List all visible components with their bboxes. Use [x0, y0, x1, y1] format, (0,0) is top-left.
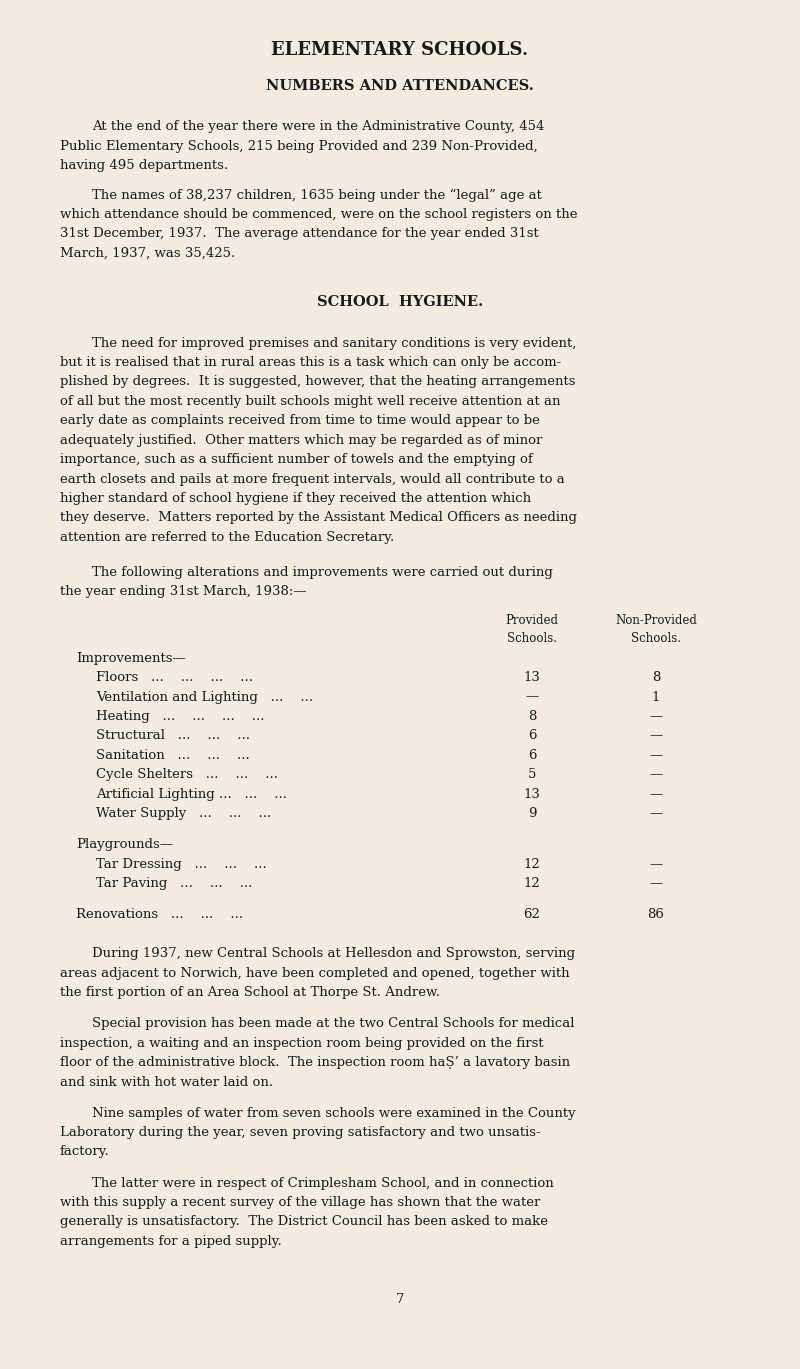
Text: and sink with hot water laid on.: and sink with hot water laid on.: [60, 1076, 273, 1088]
Text: which attendance should be commenced, were on the school registers on the: which attendance should be commenced, we…: [60, 208, 578, 220]
Text: Water Supply   ...    ...    ...: Water Supply ... ... ...: [96, 808, 271, 820]
Text: arrangements for a piped supply.: arrangements for a piped supply.: [60, 1235, 282, 1249]
Text: Artificial Lighting ...   ...    ...: Artificial Lighting ... ... ...: [96, 787, 287, 801]
Text: —: —: [650, 878, 662, 890]
Text: factory.: factory.: [60, 1146, 110, 1158]
Text: of all but the most recently built schools might well receive attention at an: of all but the most recently built schoo…: [60, 394, 561, 408]
Text: 86: 86: [647, 908, 665, 921]
Text: areas adjacent to Norwich, have been completed and opened, together with: areas adjacent to Norwich, have been com…: [60, 967, 570, 980]
Text: Floors   ...    ...    ...    ...: Floors ... ... ... ...: [96, 671, 253, 684]
Text: The need for improved premises and sanitary conditions is very evident,: The need for improved premises and sanit…: [92, 337, 576, 349]
Text: plished by degrees.  It is suggested, however, that the heating arrangements: plished by degrees. It is suggested, how…: [60, 375, 575, 389]
Text: Nine samples of water from seven schools were examined in the County: Nine samples of water from seven schools…: [92, 1106, 576, 1120]
Text: 12: 12: [524, 858, 540, 871]
Text: 9: 9: [528, 808, 536, 820]
Text: 13: 13: [523, 787, 541, 801]
Text: having 495 departments.: having 495 departments.: [60, 159, 228, 172]
Text: adequately justified.  Other matters which may be regarded as of minor: adequately justified. Other matters whic…: [60, 434, 542, 446]
Text: 8: 8: [652, 671, 660, 684]
Text: Improvements—: Improvements—: [76, 652, 186, 665]
Text: importance, such as a sufficient number of towels and the emptying of: importance, such as a sufficient number …: [60, 453, 533, 465]
Text: 8: 8: [528, 711, 536, 723]
Text: During 1937, new Central Schools at Hellesdon and Sprowston, serving: During 1937, new Central Schools at Hell…: [92, 947, 575, 960]
Text: attention are referred to the Education Secretary.: attention are referred to the Education …: [60, 531, 394, 543]
Text: The following alterations and improvements were carried out during: The following alterations and improvemen…: [92, 565, 553, 579]
Text: Schools.: Schools.: [507, 632, 557, 645]
Text: Laboratory during the year, seven proving satisfactory and two unsatis-: Laboratory during the year, seven provin…: [60, 1127, 541, 1139]
Text: earth closets and pails at more frequent intervals, would all contribute to a: earth closets and pails at more frequent…: [60, 472, 565, 486]
Text: —: —: [650, 808, 662, 820]
Text: but it is realised that in rural areas this is a task which can only be accom-: but it is realised that in rural areas t…: [60, 356, 562, 368]
Text: the first portion of an Area School at Thorpe St. Andrew.: the first portion of an Area School at T…: [60, 986, 440, 999]
Text: Structural   ...    ...    ...: Structural ... ... ...: [96, 730, 250, 742]
Text: 31st December, 1937.  The average attendance for the year ended 31st: 31st December, 1937. The average attenda…: [60, 227, 538, 241]
Text: Tar Dressing   ...    ...    ...: Tar Dressing ... ... ...: [96, 858, 266, 871]
Text: March, 1937, was 35,425.: March, 1937, was 35,425.: [60, 246, 235, 260]
Text: 7: 7: [396, 1294, 404, 1306]
Text: inspection, a waiting and an inspection room being provided on the first: inspection, a waiting and an inspection …: [60, 1036, 544, 1050]
Text: Sanitation   ...    ...    ...: Sanitation ... ... ...: [96, 749, 250, 763]
Text: The names of 38,237 children, 1635 being under the “legal” age at: The names of 38,237 children, 1635 being…: [92, 189, 542, 201]
Text: 12: 12: [524, 878, 540, 890]
Text: 5: 5: [528, 768, 536, 782]
Text: higher standard of school hygiene if they received the attention which: higher standard of school hygiene if the…: [60, 491, 531, 505]
Text: —: —: [650, 768, 662, 782]
Text: —: —: [650, 711, 662, 723]
Text: Special provision has been made at the two Central Schools for medical: Special provision has been made at the t…: [92, 1017, 574, 1031]
Text: Tar Paving   ...    ...    ...: Tar Paving ... ... ...: [96, 878, 252, 890]
Text: ELEMENTARY SCHOOLS.: ELEMENTARY SCHOOLS.: [271, 41, 529, 59]
Text: —: —: [650, 787, 662, 801]
Text: —: —: [650, 749, 662, 763]
Text: —: —: [526, 690, 538, 704]
Text: Non-Provided: Non-Provided: [615, 615, 697, 627]
Text: Cycle Shelters   ...    ...    ...: Cycle Shelters ... ... ...: [96, 768, 278, 782]
Text: —: —: [650, 730, 662, 742]
Text: 1: 1: [652, 690, 660, 704]
Text: Public Elementary Schools, 215 being Provided and 239 Non-Provided,: Public Elementary Schools, 215 being Pro…: [60, 140, 538, 153]
Text: Renovations   ...    ...    ...: Renovations ... ... ...: [76, 908, 243, 921]
Text: 6: 6: [528, 730, 536, 742]
Text: 62: 62: [523, 908, 541, 921]
Text: NUMBERS AND ATTENDANCES.: NUMBERS AND ATTENDANCES.: [266, 79, 534, 93]
Text: they deserve.  Matters reported by the Assistant Medical Officers as needing: they deserve. Matters reported by the As…: [60, 512, 577, 524]
Text: with this supply a recent survey of the village has shown that the water: with this supply a recent survey of the …: [60, 1197, 540, 1209]
Text: SCHOOL  HYGIENE.: SCHOOL HYGIENE.: [317, 296, 483, 309]
Text: the year ending 31st March, 1938:—: the year ending 31st March, 1938:—: [60, 586, 306, 598]
Text: generally is unsatisfactory.  The District Council has been asked to make: generally is unsatisfactory. The Distric…: [60, 1216, 548, 1228]
Text: At the end of the year there were in the Administrative County, 454: At the end of the year there were in the…: [92, 120, 544, 133]
Text: early date as complaints received from time to time would appear to be: early date as complaints received from t…: [60, 415, 540, 427]
Text: Provided: Provided: [506, 615, 558, 627]
Text: Playgrounds—: Playgrounds—: [76, 838, 173, 852]
Text: 6: 6: [528, 749, 536, 763]
Text: Ventilation and Lighting   ...    ...: Ventilation and Lighting ... ...: [96, 690, 313, 704]
Text: 13: 13: [523, 671, 541, 684]
Text: floor of the administrative block.  The inspection room haṢ’ a lavatory basin: floor of the administrative block. The i…: [60, 1055, 570, 1069]
Text: —: —: [650, 858, 662, 871]
Text: Heating   ...    ...    ...    ...: Heating ... ... ... ...: [96, 711, 265, 723]
Text: The latter were in respect of Crimplesham School, and in connection: The latter were in respect of Crimplesha…: [92, 1176, 554, 1190]
Text: Schools.: Schools.: [631, 632, 681, 645]
